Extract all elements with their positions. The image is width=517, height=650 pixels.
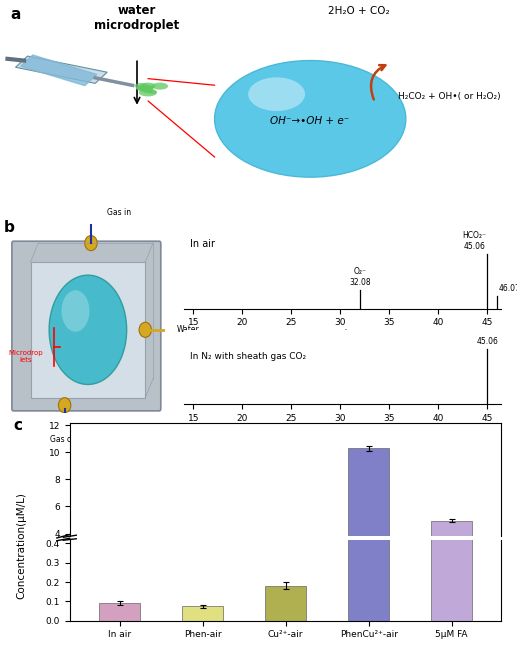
FancyBboxPatch shape xyxy=(12,241,161,411)
Circle shape xyxy=(144,89,152,93)
Bar xyxy=(182,606,223,621)
Text: water
microdroplet: water microdroplet xyxy=(95,5,179,32)
Polygon shape xyxy=(16,56,107,83)
Text: Water: Water xyxy=(176,325,199,334)
Circle shape xyxy=(146,86,153,90)
Text: 46.07: 46.07 xyxy=(499,283,517,292)
Circle shape xyxy=(148,90,157,94)
Text: a: a xyxy=(10,6,21,21)
Circle shape xyxy=(58,398,71,413)
Text: OH⁻→•OH + e⁻: OH⁻→•OH + e⁻ xyxy=(269,116,349,126)
Circle shape xyxy=(139,88,157,96)
Circle shape xyxy=(152,83,168,90)
Text: In N₂ with sheath gas CO₂: In N₂ with sheath gas CO₂ xyxy=(190,352,306,361)
Text: H₂CO₂ + OH•( or H₂O₂): H₂CO₂ + OH•( or H₂O₂) xyxy=(398,92,501,101)
Bar xyxy=(265,586,307,621)
Text: 45.06: 45.06 xyxy=(477,337,498,346)
Text: b: b xyxy=(4,220,15,235)
Bar xyxy=(99,603,140,621)
Text: HCO₂⁻
45.06: HCO₂⁻ 45.06 xyxy=(462,231,486,251)
X-axis label: m/z: m/z xyxy=(334,329,351,338)
Circle shape xyxy=(85,235,97,251)
Ellipse shape xyxy=(248,77,305,111)
Circle shape xyxy=(139,322,151,337)
Text: Microdrop
lets: Microdrop lets xyxy=(9,350,43,363)
Polygon shape xyxy=(21,55,97,86)
Circle shape xyxy=(136,86,147,90)
FancyBboxPatch shape xyxy=(31,262,145,398)
Circle shape xyxy=(145,90,151,92)
Text: Gas out: Gas out xyxy=(50,436,80,445)
Bar xyxy=(348,0,389,621)
Ellipse shape xyxy=(62,290,89,332)
X-axis label: m/z: m/z xyxy=(334,424,351,434)
Bar xyxy=(348,448,389,588)
Circle shape xyxy=(140,86,153,92)
Ellipse shape xyxy=(215,60,406,177)
Circle shape xyxy=(135,83,148,89)
Text: In air: In air xyxy=(190,239,215,250)
Text: 2H₂O + CO₂: 2H₂O + CO₂ xyxy=(328,6,390,16)
Circle shape xyxy=(145,85,154,89)
Circle shape xyxy=(136,85,148,91)
Text: Gas in: Gas in xyxy=(107,208,131,216)
Ellipse shape xyxy=(49,275,127,385)
Text: Concentration(μM/L): Concentration(μM/L) xyxy=(17,493,27,599)
Text: c: c xyxy=(13,418,23,433)
Bar xyxy=(431,521,473,588)
Circle shape xyxy=(141,83,156,89)
Bar xyxy=(431,0,473,621)
Text: O₂⁻
32.08: O₂⁻ 32.08 xyxy=(349,267,371,287)
